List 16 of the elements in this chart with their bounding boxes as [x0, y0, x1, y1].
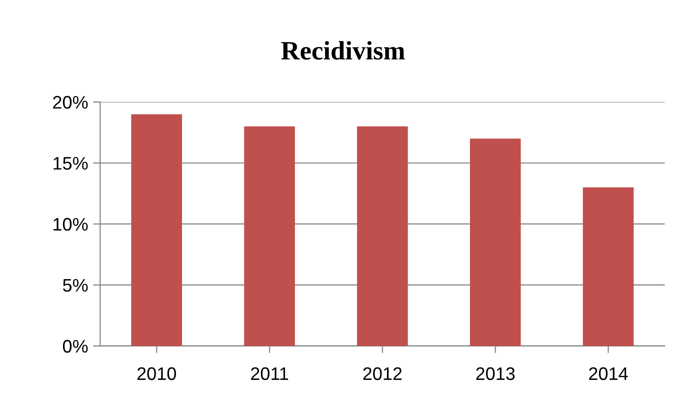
bar	[131, 114, 182, 346]
chart-title: Recidivism	[281, 41, 405, 60]
y-tick-label: 0%	[62, 340, 88, 353]
bar	[582, 187, 634, 346]
y-tick-label: 5%	[62, 279, 88, 292]
x-tick-label: 2014	[589, 367, 628, 380]
y-tick-label: 15%	[54, 157, 88, 170]
x-tick-label: 2012	[363, 367, 402, 380]
y-tick-label: 10%	[54, 218, 88, 231]
bar	[357, 126, 408, 346]
y-tick-label: 20%	[53, 96, 88, 109]
x-tick-label: 2011	[251, 367, 288, 380]
bar	[470, 138, 521, 346]
x-tick-label: 2013	[476, 367, 515, 380]
x-tick-label: 2010	[137, 367, 176, 380]
bar	[244, 126, 295, 346]
